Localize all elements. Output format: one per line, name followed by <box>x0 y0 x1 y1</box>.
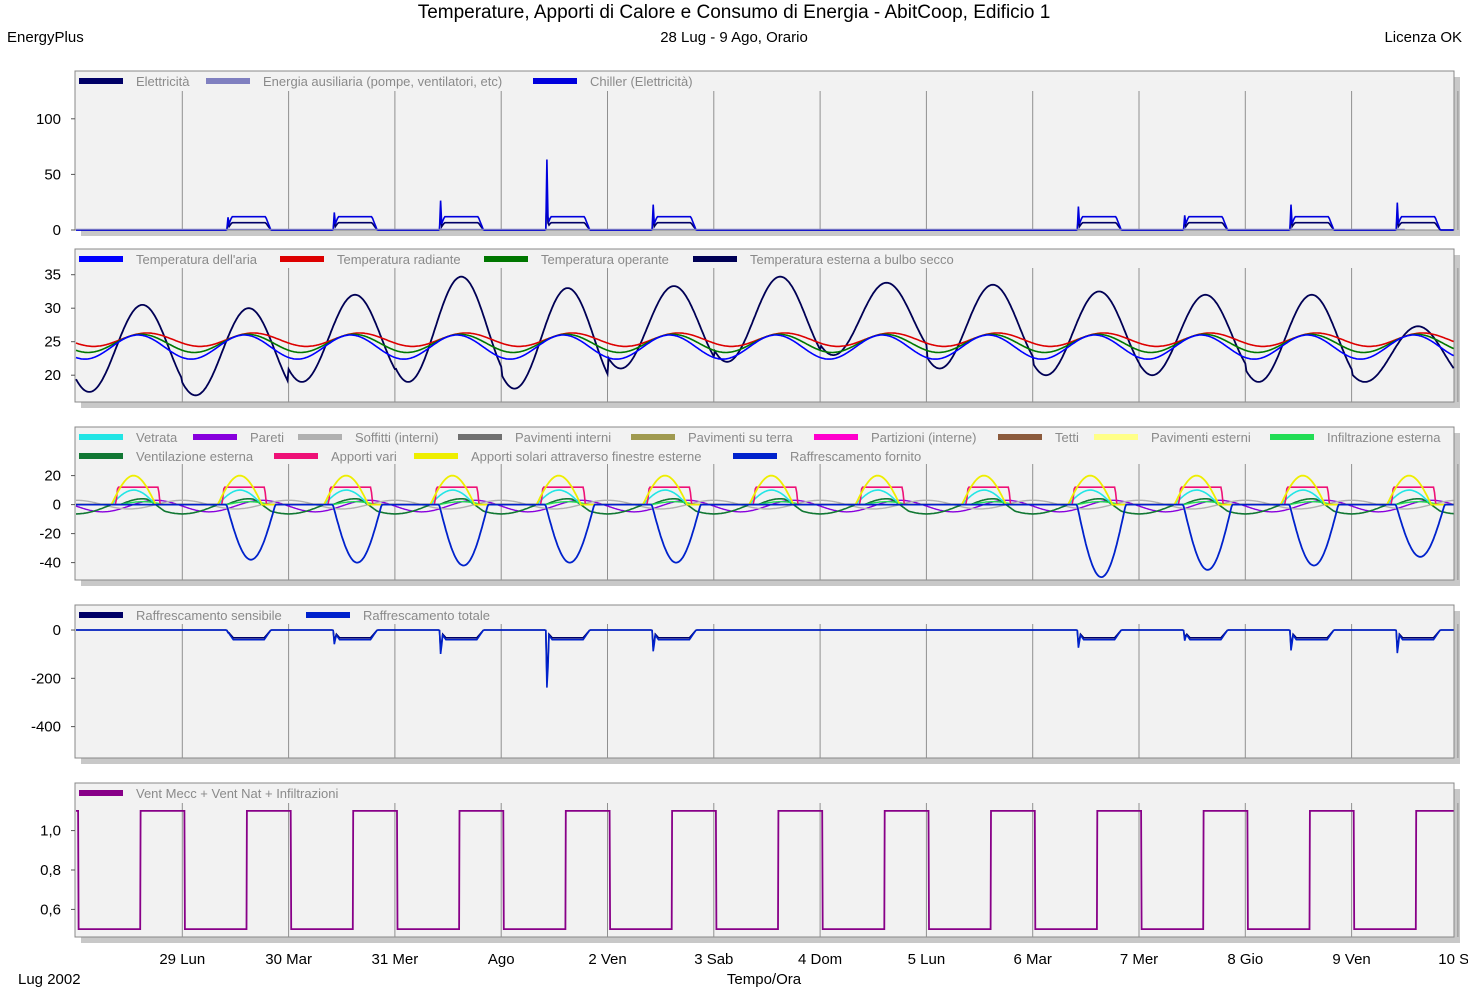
series-line <box>75 334 1455 360</box>
chart-title: Temperature, Apporti di Calore e Consumo… <box>417 2 1051 23</box>
legend-label: Pavimenti esterni <box>1151 430 1251 445</box>
legend-label: Tetti <box>1055 430 1079 445</box>
x-tick-label: 29 Lun <box>159 951 205 968</box>
y-tick-label: 35 <box>44 267 61 284</box>
series-line <box>76 810 1454 930</box>
legend-swatch <box>79 612 123 618</box>
x-tick-label: 6 Mar <box>1014 951 1052 968</box>
y-tick-label: 0 <box>53 622 61 639</box>
x-tick-label: 8 Gio <box>1227 951 1263 968</box>
y-tick-label: 25 <box>44 334 61 351</box>
legend-label: Raffrescamento fornito <box>790 449 921 464</box>
y-tick-label: 1,0 <box>40 823 61 840</box>
legend-label: Pavimenti interni <box>515 430 611 445</box>
legend-swatch <box>306 612 350 618</box>
chart-subtitle: 28 Lug - 9 Ago, Orario <box>660 29 808 46</box>
legend-label: Vetrata <box>136 430 178 445</box>
legend-swatch <box>693 256 737 262</box>
y-tick-label: -40 <box>39 555 61 572</box>
y-tick-label: 0,6 <box>40 901 61 918</box>
legend-swatch <box>458 434 502 440</box>
y-tick-label: -200 <box>31 670 61 687</box>
series-line <box>76 629 1454 688</box>
year-label: Lug 2002 <box>18 971 81 988</box>
legend-label: Chiller (Elettricità) <box>590 74 693 89</box>
legend-swatch <box>998 434 1042 440</box>
x-tick-label: 3 Sab <box>694 951 733 968</box>
legend-swatch <box>79 790 123 796</box>
x-tick-label: 30 Mar <box>265 951 312 968</box>
y-tick-label: 30 <box>44 300 61 317</box>
legend-label: Elettricità <box>136 74 190 89</box>
legend-label: Temperatura operante <box>541 252 669 267</box>
y-tick-label: 20 <box>44 468 61 485</box>
legend-label: Apporti vari <box>331 449 397 464</box>
x-tick-label: 5 Lun <box>908 951 946 968</box>
legend-swatch <box>1094 434 1138 440</box>
x-tick-label: 7 Mer <box>1120 951 1158 968</box>
series-line <box>76 503 1454 579</box>
series-line <box>76 159 1454 231</box>
legend-label: Infiltrazione esterna <box>1327 430 1441 445</box>
y-tick-label: -400 <box>31 719 61 736</box>
x-tick-label: 9 Ven <box>1332 951 1370 968</box>
y-tick-label: 0 <box>53 497 61 514</box>
legend-label: Temperatura dell'aria <box>136 252 258 267</box>
x-tick-label: 4 Dom <box>798 951 842 968</box>
software-label: EnergyPlus <box>7 29 84 46</box>
legend-swatch <box>533 78 577 84</box>
legend-label: Temperatura radiante <box>337 252 461 267</box>
y-tick-label: 20 <box>44 367 61 384</box>
panel-plot-area <box>74 70 1455 231</box>
legend-swatch <box>733 453 777 459</box>
x-tick-label: 2 Ven <box>588 951 626 968</box>
legend-swatch <box>484 256 528 262</box>
x-tick-label: 31 Mer <box>372 951 419 968</box>
panel-4 <box>74 604 1460 764</box>
legend-label: Pareti <box>250 430 284 445</box>
legend-swatch <box>814 434 858 440</box>
y-tick-label: 0,8 <box>40 862 61 879</box>
license-label: Licenza OK <box>1384 29 1462 46</box>
y-tick-label: 50 <box>44 166 61 183</box>
x-tick-label: 10 Sa <box>1438 951 1468 968</box>
legend-label: Raffrescamento sensibile <box>136 608 282 623</box>
legend-swatch <box>79 256 123 262</box>
legend-label: Soffitti (interni) <box>355 430 439 445</box>
panel-5 <box>74 782 1460 943</box>
legend-swatch <box>280 256 324 262</box>
panel-plot-area <box>74 248 1455 403</box>
y-tick-label: 0 <box>53 222 61 239</box>
panel-1 <box>74 70 1460 236</box>
legend-swatch <box>1270 434 1314 440</box>
series-line <box>75 275 1455 397</box>
y-tick-label: 100 <box>36 111 61 128</box>
y-tick-label: -20 <box>39 526 61 543</box>
legend-label: Pavimenti su terra <box>688 430 794 445</box>
x-tick-label: Ago <box>488 951 515 968</box>
legend-label: Vent Mecc + Vent Nat + Infiltrazioni <box>136 786 338 801</box>
legend-swatch <box>206 78 250 84</box>
legend-swatch <box>274 453 318 459</box>
series-line <box>76 498 1454 515</box>
legend-swatch <box>79 453 123 459</box>
legend-label: Temperatura esterna a bulbo secco <box>750 252 954 267</box>
legend-label: Apporti solari attraverso finestre ester… <box>471 449 702 464</box>
legend-label: Partizioni (interne) <box>871 430 977 445</box>
panel-plot-area <box>74 604 1455 759</box>
panel-2 <box>74 248 1460 408</box>
x-axis-title: Tempo/Ora <box>726 971 802 988</box>
legend-swatch <box>79 434 123 440</box>
legend-swatch <box>79 78 123 84</box>
legend-label: Energia ausiliaria (pompe, ventilatori, … <box>263 74 502 89</box>
legend-swatch <box>414 453 458 459</box>
legend-label: Raffrescamento totale <box>363 608 490 623</box>
legend-swatch <box>298 434 342 440</box>
legend-swatch <box>631 434 675 440</box>
panel-plot-area <box>74 782 1455 938</box>
legend-label: Ventilazione esterna <box>136 449 254 464</box>
legend-swatch <box>193 434 237 440</box>
